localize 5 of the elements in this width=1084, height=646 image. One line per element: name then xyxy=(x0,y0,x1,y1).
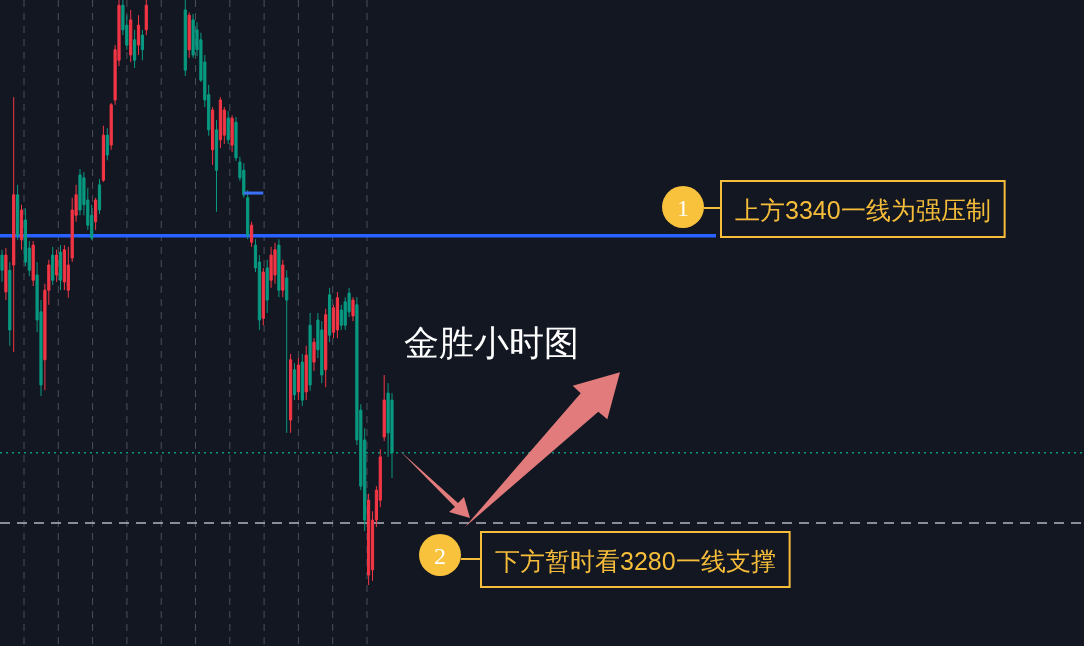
badge: 1 xyxy=(662,186,704,228)
badge: 2 xyxy=(419,534,461,576)
callout: 下方暂时看3280一线支撑 xyxy=(460,531,791,588)
callout: 上方3340一线为强压制 xyxy=(703,180,1006,238)
caption: 金胜小时图 xyxy=(404,322,579,362)
